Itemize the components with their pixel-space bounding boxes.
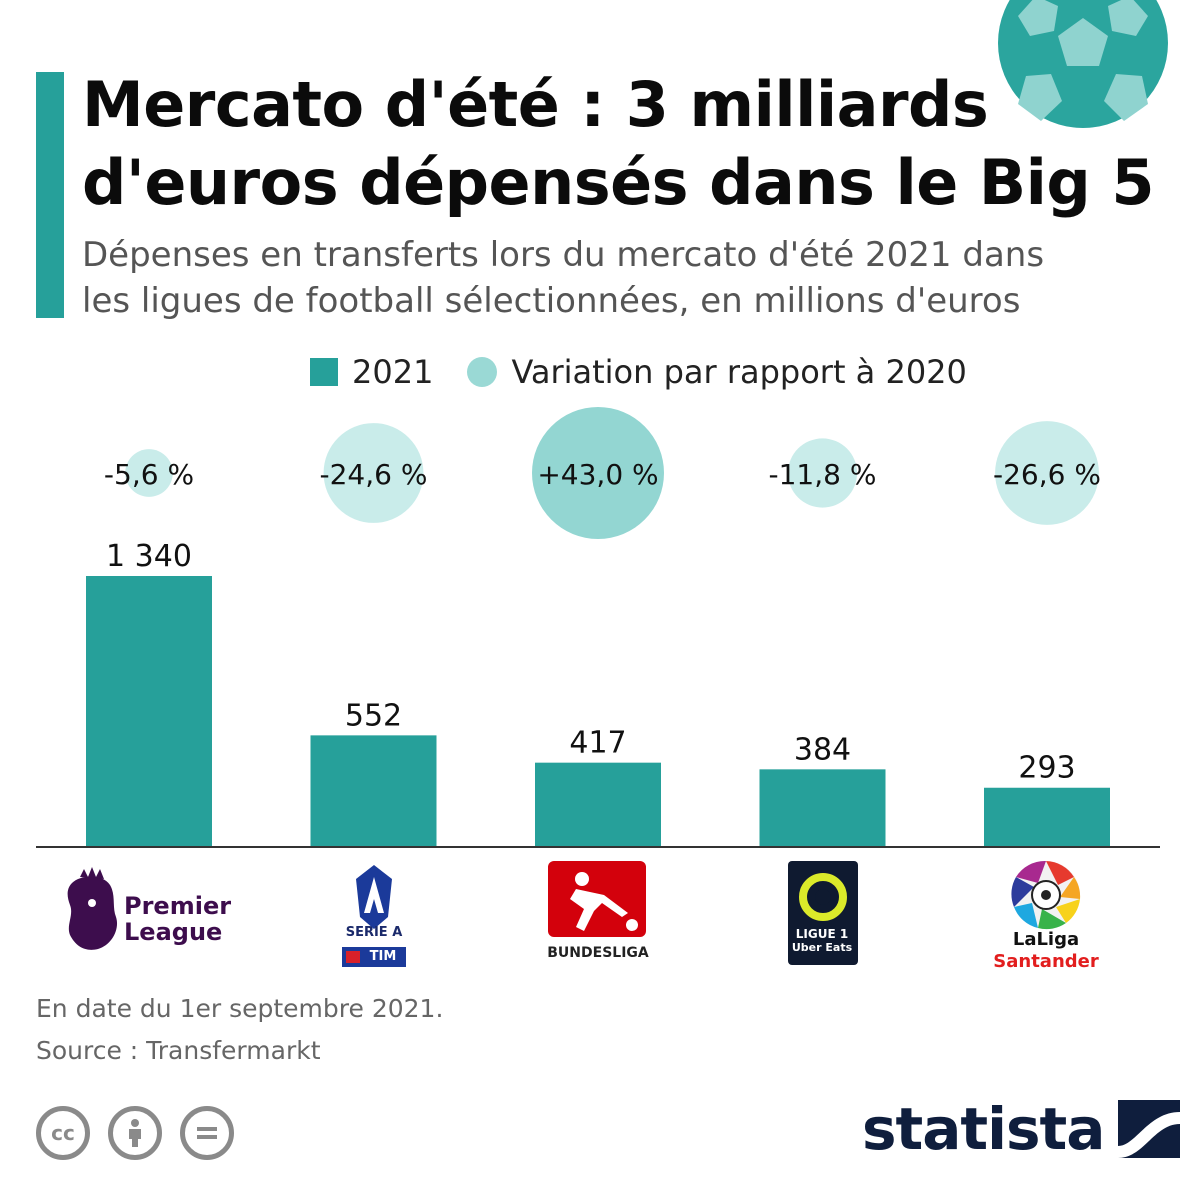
variation-label-1: -5,6 % (104, 458, 194, 491)
variation-label-4: -11,8 % (769, 458, 877, 491)
legend-item-variation: Variation par rapport à 2020 (467, 353, 967, 391)
bar-1 (86, 576, 212, 847)
variation-label-2: -24,6 % (320, 458, 428, 491)
variation-bubble-5 (995, 421, 1099, 525)
laliga-text: LaLiga (1012, 929, 1080, 950)
ligue1-mark-icon (788, 861, 858, 965)
bar-3 (535, 762, 661, 847)
bundesliga-logo: BUNDESLIGA (498, 855, 698, 980)
serie-a-text: SERIE A (345, 925, 403, 940)
tim-text: TIM (369, 949, 397, 964)
attribution-icon (108, 1106, 162, 1160)
noderivs-icon (180, 1106, 234, 1160)
legend: 2021 Variation par rapport à 2020 (310, 350, 1001, 394)
subtitle-line-1: Dépenses en transferts lors du mercato d… (82, 235, 1045, 275)
premier-league-text-1: Premier (124, 892, 232, 920)
legend-label-2021: 2021 (352, 353, 434, 391)
lion-icon (67, 867, 118, 950)
bar-4 (759, 769, 886, 847)
title-line-1: Mercato d'été : 3 milliards (82, 68, 989, 141)
variation-bubble-1 (125, 449, 173, 497)
bar-chart: 1 340 -5,6 % 552 -24,6 % 417 +43,0 % 384 -11,8 … (36, 407, 1160, 848)
legend-label-variation: Variation par rapport à 2020 (511, 353, 967, 391)
legend-swatch-bubble (467, 357, 498, 387)
ligue1-logo: LIGUE 1 Uber Eats (722, 855, 922, 980)
date-note: En date du 1er septembre 2021. (36, 994, 444, 1023)
santander-text: Santander (993, 951, 1099, 972)
cc-icon: cc (36, 1106, 90, 1160)
accent-bar (36, 72, 64, 318)
ligue1-text: LIGUE 1 (795, 927, 849, 941)
ligue1-sponsor-text: Uber Eats (791, 941, 853, 954)
premier-league-text-2: League (124, 918, 223, 946)
statista-logo: statista (862, 1094, 1181, 1164)
bar-value-label-3: 417 (569, 726, 626, 761)
bar-2 (310, 735, 437, 847)
variation-bubble-4 (787, 438, 858, 508)
bundesliga-player-icon (548, 861, 646, 937)
football-icon (998, 0, 1168, 128)
variation-bubble-2 (323, 423, 424, 523)
variation-bubble-3 (532, 407, 664, 539)
bundesliga-text: BUNDESLIGA (547, 945, 649, 961)
bar-value-label-4: 384 (794, 732, 851, 767)
league-logos: Premier League SERIE A TIM BUNDESLIGA (0, 855, 1200, 980)
title-line-2: d'euros dépensés dans le Big 5 (82, 146, 1155, 219)
laliga-logo: LaLiga Santander (946, 855, 1146, 980)
bar-value-label-1: 1 340 (106, 539, 192, 574)
license-icons: cc (36, 1106, 252, 1160)
legend-swatch-bar (310, 358, 338, 386)
footnote: En date du 1er septembre 2021. Source : … (36, 988, 443, 1072)
variation-label-5: -26,6 % (993, 458, 1101, 491)
brand-name: statista (862, 1095, 1105, 1163)
legend-item-2021: 2021 (310, 353, 433, 391)
bar-value-label-5: 293 (1018, 751, 1075, 786)
subtitle: Dépenses en transferts lors du mercato d… (82, 232, 1142, 324)
subtitle-line-2: les ligues de football sélectionnées, en… (82, 281, 1021, 321)
bar-value-label-2: 552 (345, 698, 402, 733)
page-title: Mercato d'été : 3 milliards d'euros dépe… (82, 66, 1162, 222)
bar-5 (984, 787, 1110, 847)
variation-label-3: +43,0 % (537, 458, 658, 491)
serie-a-logo: SERIE A TIM (274, 855, 474, 980)
source-note: Source : Transfermarkt (36, 1036, 321, 1065)
laliga-ball-icon (1011, 860, 1081, 930)
statista-mark-icon (1118, 1100, 1181, 1158)
premier-league-logo: Premier League (50, 855, 250, 980)
serie-a-mark-icon (342, 865, 406, 967)
